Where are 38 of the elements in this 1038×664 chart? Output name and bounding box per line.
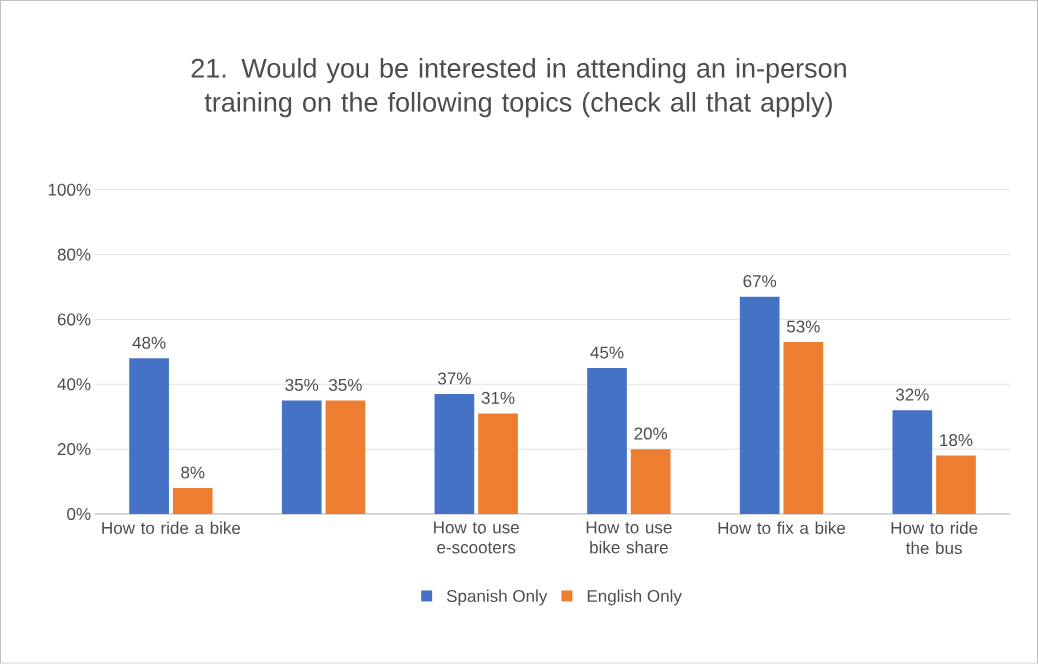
data-label: 20%	[634, 427, 668, 440]
x-tick-label: How to fix a bike	[718, 521, 846, 535]
x-tick-label: How to ride the bus	[891, 521, 978, 555]
x-tick-label: How to use e-scooters	[434, 521, 519, 554]
data-label: 18%	[940, 434, 973, 447]
legend-label: English Only	[587, 589, 682, 606]
data-label: 53%	[786, 320, 820, 333]
bar	[783, 342, 824, 515]
y-tick-label: 40%	[57, 378, 91, 391]
bar	[587, 368, 627, 515]
bar	[892, 410, 933, 515]
data-label: 37%	[438, 372, 471, 385]
y-tick-label: 60%	[57, 313, 91, 326]
x-tick-label: How to use bike share	[586, 521, 672, 554]
bar	[478, 413, 518, 515]
y-tick-label: 100%	[48, 183, 91, 196]
data-label: 48%	[132, 336, 166, 349]
data-label: 31%	[481, 392, 515, 405]
data-label: 67%	[743, 275, 777, 288]
bar	[281, 400, 322, 515]
y-tick-label: 80%	[57, 248, 91, 261]
legend-label: Spanish Only	[446, 589, 548, 606]
data-label: 8%	[181, 466, 205, 479]
bar	[434, 394, 475, 515]
bar	[129, 358, 169, 515]
data-label: 35%	[285, 379, 319, 392]
bar	[936, 455, 976, 515]
bar	[739, 296, 780, 515]
bar	[325, 400, 366, 515]
y-tick-label: 0%	[67, 508, 91, 521]
data-label: 35%	[329, 379, 362, 392]
x-tick-label: How to ride a bike	[102, 521, 241, 535]
data-label: 32%	[895, 388, 929, 401]
chart-title: 21. Would you be interested in attending an in-person training on the following topics (check all that apply)	[191, 58, 846, 118]
y-tick-label: 20%	[57, 443, 91, 456]
bar	[172, 488, 213, 515]
bar	[630, 449, 671, 515]
data-label: 45%	[590, 346, 624, 359]
